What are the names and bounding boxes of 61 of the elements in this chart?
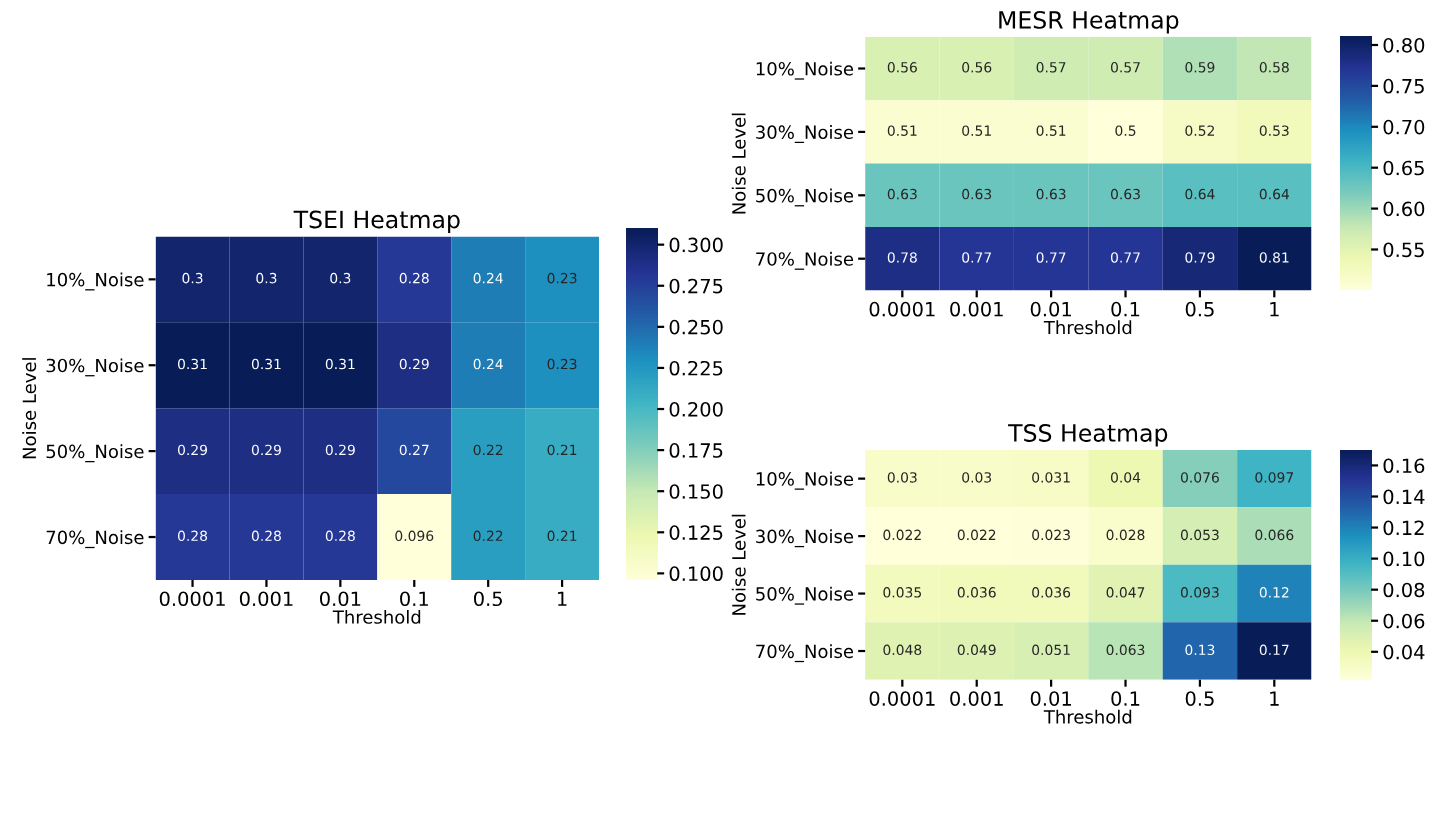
color-bar-label: 0.70: [1383, 119, 1425, 135]
y-axis-title: Noise Level: [731, 514, 746, 615]
y-tick-label: 70%_Noise: [46, 530, 144, 549]
x-tick-label: 0.001: [950, 301, 1003, 317]
x-axis-title: Threshold: [1043, 320, 1132, 335]
x-tick-label: 1: [1270, 302, 1279, 317]
color-bar-label: 0.14: [1383, 489, 1425, 505]
x-tick-label: 0.01: [1030, 691, 1071, 706]
x-tick-label: 0.5: [1185, 301, 1214, 317]
color-bar-label: 0.12: [1383, 520, 1424, 536]
color-bar-label: 0.80: [1383, 37, 1425, 53]
color-bar-label: 0.250: [669, 319, 723, 335]
color-bar-label: 0.125: [669, 525, 723, 540]
color-bar-label: 0.75: [1383, 78, 1424, 94]
color-bar-label: 0.16: [1383, 458, 1425, 474]
chart-title: TSS Heatmap: [1008, 424, 1168, 447]
y-tick-label: 30%_Noise: [756, 125, 854, 144]
color-bar-label: 0.10: [1383, 551, 1425, 567]
color-bar-label: 0.275: [669, 278, 723, 294]
x-tick-label: 0.01: [1030, 301, 1071, 317]
x-tick-label: 1: [558, 591, 567, 606]
y-tick-label: 30%_Noise: [46, 358, 144, 377]
chart-title: TSEI Heatmap: [293, 210, 460, 233]
y-tick-label: 50%_Noise: [756, 188, 854, 207]
color-bar-label: 0.08: [1383, 582, 1425, 598]
x-axis-title: Threshold: [332, 609, 421, 624]
color-bar-label: 0.100: [669, 566, 723, 582]
y-axis-title: Noise Level: [22, 358, 37, 459]
color-bar-label: 0.175: [669, 443, 723, 458]
color-bar-label: 0.300: [669, 237, 723, 253]
x-tick-label: 1: [1270, 691, 1279, 706]
y-tick-label: 10%_Noise: [756, 471, 854, 490]
color-bar-label: 0.200: [669, 401, 723, 417]
x-tick-label: 0.001: [239, 591, 293, 607]
x-axis-title: Threshold: [1043, 709, 1132, 724]
color-bar-label: 0.06: [1383, 613, 1425, 629]
color-bar-label: 0.55: [1383, 242, 1424, 258]
x-tick-label: 0.1: [400, 591, 428, 607]
x-tick-label: 0.0001: [869, 301, 935, 317]
color-bar-label: 0.04: [1383, 644, 1425, 660]
color-bar-label: 0.150: [669, 484, 723, 499]
y-tick-label: 70%_Noise: [756, 644, 854, 663]
x-tick-label: 0.1: [1111, 691, 1140, 706]
y-tick-label: 30%_Noise: [756, 529, 854, 548]
x-tick-label: 0.1: [1111, 301, 1140, 317]
color-bar-label: 0.65: [1383, 160, 1424, 176]
x-tick-label: 0.5: [474, 591, 502, 607]
color-bar-label: 0.225: [669, 360, 723, 376]
y-tick-label: 50%_Noise: [756, 586, 854, 605]
x-tick-label: 0.01: [319, 591, 361, 607]
x-tick-label: 0.0001: [159, 591, 225, 607]
chart-title: MESR Heatmap: [999, 10, 1179, 34]
y-tick-label: 70%_Noise: [756, 251, 854, 270]
x-tick-label: 0.001: [950, 691, 1003, 706]
y-axis-title: Noise Level: [731, 113, 746, 214]
y-tick-label: 10%_Noise: [47, 272, 144, 291]
x-tick-label: 0.0001: [869, 691, 935, 706]
y-tick-label: 50%_Noise: [46, 444, 144, 463]
y-tick-label: 10%_Noise: [756, 61, 854, 80]
color-bar-label: 0.60: [1383, 201, 1425, 217]
x-tick-label: 0.5: [1185, 691, 1214, 706]
